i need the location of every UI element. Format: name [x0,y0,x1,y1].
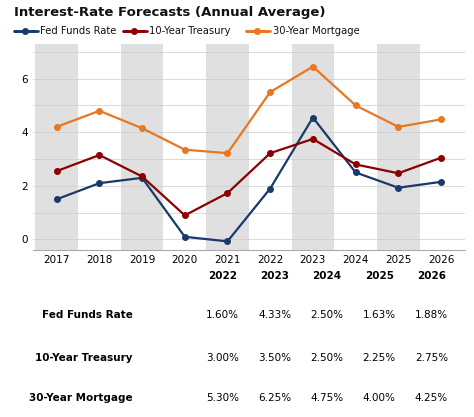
Text: 3.50%: 3.50% [258,353,292,362]
Text: 4.75%: 4.75% [310,393,344,403]
Text: 4.33%: 4.33% [258,310,292,320]
Text: 10-Year Treasury: 10-Year Treasury [35,353,133,362]
Text: 30-Year Mortgage: 30-Year Mortgage [29,393,133,403]
Text: 10-Year Treasury: 10-Year Treasury [149,26,231,36]
Text: 3.00%: 3.00% [206,353,239,362]
Text: 1.60%: 1.60% [206,310,239,320]
Bar [206,44,249,250]
Text: 2023: 2023 [260,271,290,281]
Text: 2.50%: 2.50% [310,353,344,362]
Text: 2022: 2022 [208,271,237,281]
Text: 5.30%: 5.30% [206,393,239,403]
Text: 4.00%: 4.00% [363,393,396,403]
Text: 2025: 2025 [365,271,394,281]
Text: Fed Funds Rate: Fed Funds Rate [40,26,117,36]
Bar [377,44,419,250]
Text: 2026: 2026 [417,271,446,281]
Text: 6.25%: 6.25% [258,393,292,403]
Text: 30-Year Mortgage: 30-Year Mortgage [273,26,359,36]
Bar [292,44,334,250]
Text: 2.50%: 2.50% [310,310,344,320]
Text: 1.63%: 1.63% [363,310,396,320]
Bar [121,44,164,250]
Text: Interest-Rate Forecasts (Annual Average): Interest-Rate Forecasts (Annual Average) [14,6,326,19]
Text: 1.88%: 1.88% [415,310,448,320]
Bar [36,44,78,250]
Text: 4.25%: 4.25% [415,393,448,403]
Text: 2.75%: 2.75% [415,353,448,362]
Text: Fed Funds Rate: Fed Funds Rate [42,310,133,320]
Text: 2024: 2024 [312,271,342,281]
Text: 2.25%: 2.25% [363,353,396,362]
